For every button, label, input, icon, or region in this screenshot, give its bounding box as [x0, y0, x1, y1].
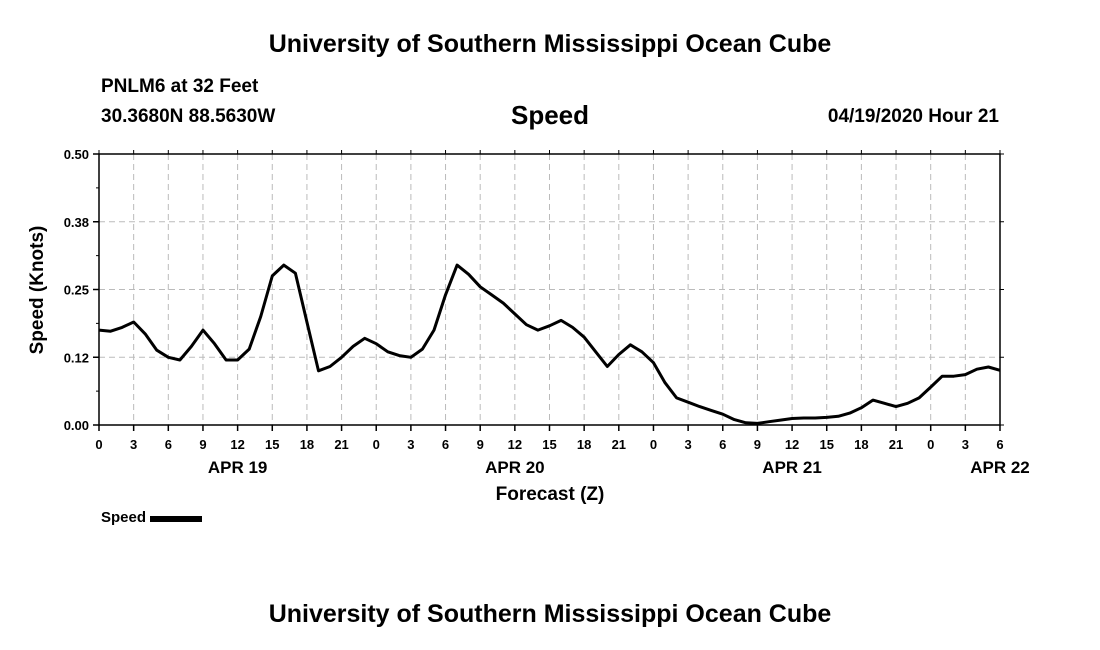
- x-tick-label: 0: [650, 437, 657, 452]
- chart-main-title: University of Southern Mississippi Ocean…: [268, 30, 832, 58]
- x-tick-label: 0: [95, 437, 102, 452]
- y-tick-label: 0.12: [64, 350, 89, 365]
- series-layer: [98, 263, 1001, 425]
- grid-lines: [99, 154, 1000, 425]
- x-tick-label: 12: [230, 437, 244, 452]
- x-tick-label: 18: [577, 437, 591, 452]
- x-tick-label: 0: [927, 437, 934, 452]
- x-tick-label: 6: [719, 437, 726, 452]
- x-tick-label: 9: [477, 437, 484, 452]
- x-tick-label: 3: [407, 437, 414, 452]
- x-tick-label: 21: [889, 437, 903, 452]
- station-label: PNLM6 at 32 Feet: [101, 76, 259, 97]
- x-tick-label: 15: [265, 437, 279, 452]
- x-tick-label: 15: [542, 437, 556, 452]
- x-tick-label: 3: [684, 437, 691, 452]
- x-tick-label: 21: [612, 437, 626, 452]
- x-date-label: APR 22: [970, 458, 1030, 477]
- axis-ticks: 0.00 0.12 0.25 0.38 0.50 0 3 6 9 12 15 18 21 0 3 6 9 12 15…: [64, 147, 1030, 477]
- x-date-label: APR 20: [485, 458, 545, 477]
- x-date-label: APR 19: [208, 458, 268, 477]
- station-coordinates: 30.3680N 88.5630W: [101, 106, 276, 127]
- y-tick-label: 0.00: [64, 418, 89, 433]
- y-tick-label: 0.25: [64, 283, 89, 298]
- x-tick-label: 0: [373, 437, 380, 452]
- x-tick-label: 9: [754, 437, 761, 452]
- x-tick-label: 6: [442, 437, 449, 452]
- x-tick-label: 15: [819, 437, 833, 452]
- footer-title: University of Southern Mississippi Ocean…: [268, 600, 832, 628]
- x-tick-label: 18: [854, 437, 868, 452]
- variable-title: Speed: [510, 100, 590, 130]
- x-tick-label: 18: [300, 437, 314, 452]
- x-tick-label: 3: [130, 437, 137, 452]
- legend: Speed: [101, 509, 203, 526]
- y-tick-label: 0.50: [64, 147, 89, 162]
- x-tick-label: 12: [508, 437, 522, 452]
- y-tick-label: 0.38: [64, 215, 89, 230]
- series-line-speed: [98, 263, 1001, 425]
- legend-label: Speed: [101, 509, 147, 526]
- x-tick-label: 21: [334, 437, 348, 452]
- x-date-label: APR 21: [762, 458, 822, 477]
- x-tick-label: 9: [199, 437, 206, 452]
- x-tick-label: 3: [962, 437, 969, 452]
- forecast-timestamp: 04/19/2020 Hour 21: [827, 106, 999, 127]
- x-axis-label: Forecast (Z): [496, 484, 605, 505]
- x-tick-label: 6: [165, 437, 172, 452]
- x-tick-label: 12: [785, 437, 799, 452]
- legend-swatch-speed: [150, 516, 203, 522]
- y-axis-label: Speed (Knots): [27, 226, 48, 355]
- x-tick-label: 6: [996, 437, 1003, 452]
